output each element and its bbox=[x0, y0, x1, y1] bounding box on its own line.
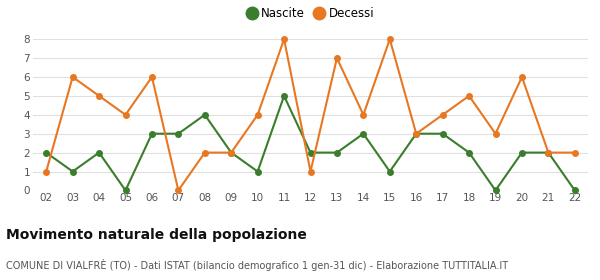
Decessi bbox=[466, 94, 473, 98]
Decessi bbox=[95, 94, 103, 98]
Nascite bbox=[69, 170, 76, 173]
Decessi bbox=[280, 38, 287, 41]
Nascite bbox=[492, 189, 499, 192]
Nascite bbox=[439, 132, 446, 136]
Decessi bbox=[307, 170, 314, 173]
Decessi bbox=[122, 113, 129, 116]
Nascite bbox=[545, 151, 552, 154]
Decessi bbox=[360, 113, 367, 116]
Legend: Nascite, Decessi: Nascite, Decessi bbox=[242, 3, 379, 25]
Decessi bbox=[43, 170, 50, 173]
Line: Nascite: Nascite bbox=[43, 93, 578, 193]
Nascite bbox=[360, 132, 367, 136]
Text: Movimento naturale della popolazione: Movimento naturale della popolazione bbox=[6, 228, 307, 242]
Decessi bbox=[175, 189, 182, 192]
Nascite bbox=[122, 189, 129, 192]
Nascite bbox=[43, 151, 50, 154]
Nascite bbox=[175, 132, 182, 136]
Decessi bbox=[518, 75, 526, 79]
Nascite bbox=[466, 151, 473, 154]
Nascite bbox=[95, 151, 103, 154]
Nascite bbox=[148, 132, 155, 136]
Nascite bbox=[227, 151, 235, 154]
Nascite bbox=[571, 189, 578, 192]
Decessi bbox=[334, 57, 341, 60]
Decessi bbox=[413, 132, 420, 136]
Decessi bbox=[492, 132, 499, 136]
Nascite bbox=[307, 151, 314, 154]
Line: Decessi: Decessi bbox=[43, 36, 578, 193]
Decessi bbox=[69, 75, 76, 79]
Nascite bbox=[280, 94, 287, 98]
Nascite bbox=[201, 113, 208, 116]
Text: COMUNE DI VIALFRÈ (TO) - Dati ISTAT (bilancio demografico 1 gen-31 dic) - Elabor: COMUNE DI VIALFRÈ (TO) - Dati ISTAT (bil… bbox=[6, 259, 508, 271]
Nascite bbox=[413, 132, 420, 136]
Nascite bbox=[386, 170, 394, 173]
Decessi bbox=[545, 151, 552, 154]
Nascite bbox=[254, 170, 261, 173]
Decessi bbox=[571, 151, 578, 154]
Nascite bbox=[518, 151, 526, 154]
Decessi bbox=[227, 151, 235, 154]
Decessi bbox=[148, 75, 155, 79]
Decessi bbox=[386, 38, 394, 41]
Nascite bbox=[334, 151, 341, 154]
Decessi bbox=[201, 151, 208, 154]
Decessi bbox=[439, 113, 446, 116]
Decessi bbox=[254, 113, 261, 116]
